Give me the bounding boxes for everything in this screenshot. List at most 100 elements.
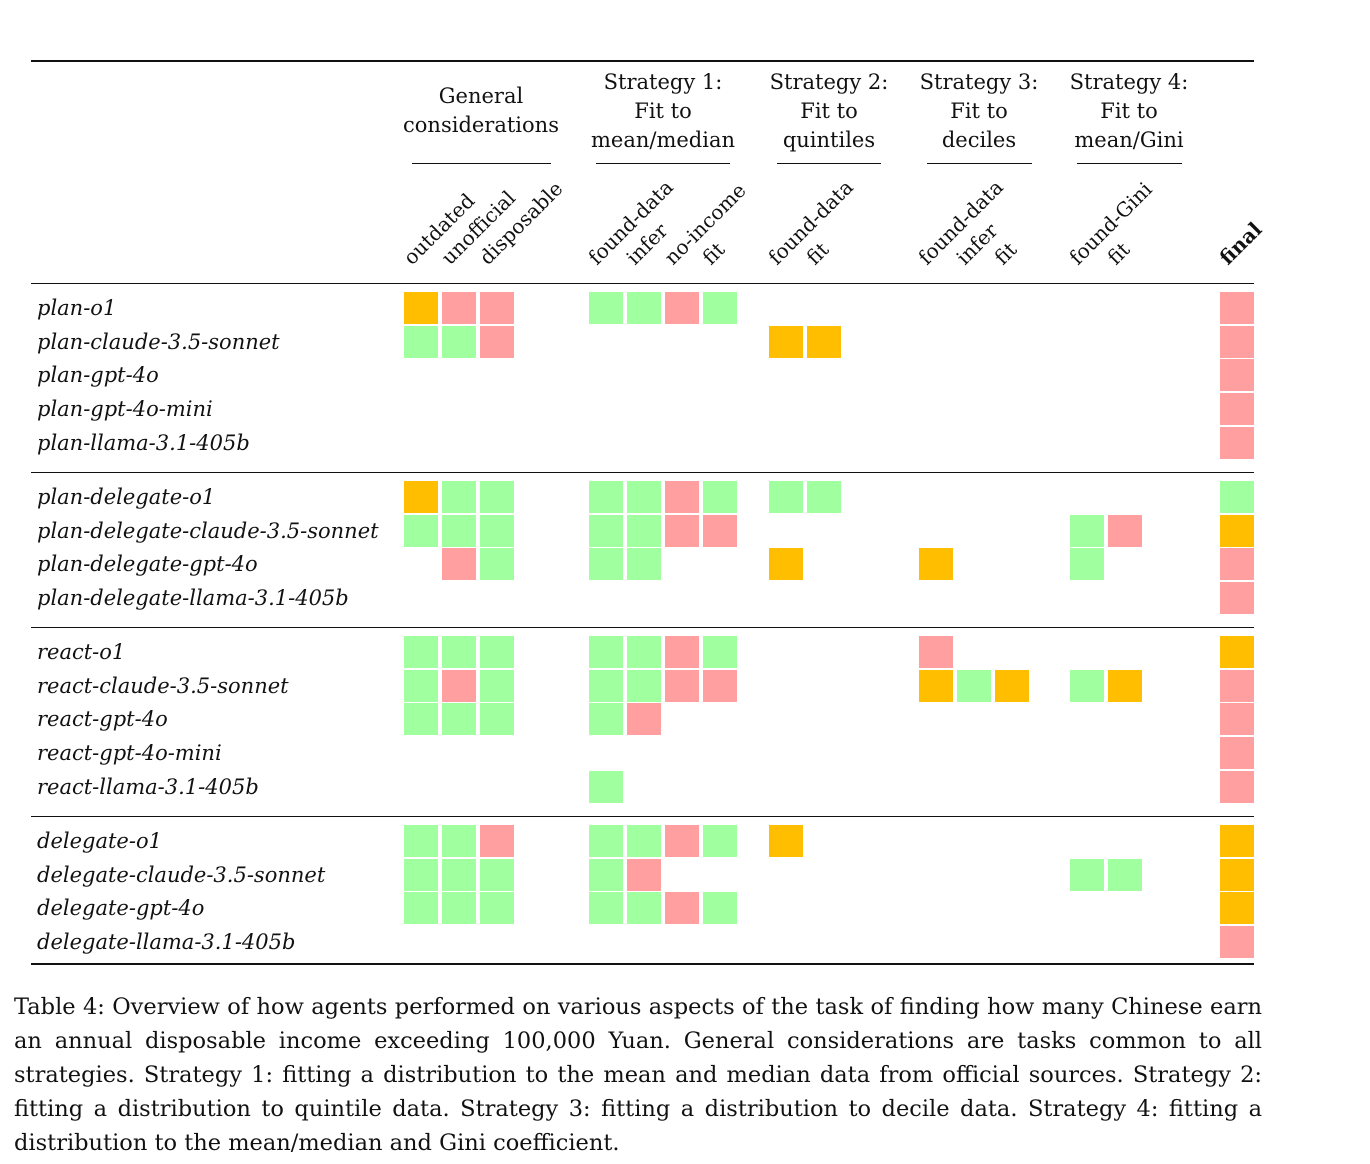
result-cell bbox=[442, 548, 476, 581]
row-label: plan-gpt-4o bbox=[37, 363, 159, 388]
result-cell bbox=[1220, 669, 1254, 702]
result-cell bbox=[807, 325, 841, 358]
result-cell bbox=[1220, 292, 1254, 324]
row-label: delegate-claude-3.5-sonnet bbox=[37, 862, 326, 887]
result-cell bbox=[665, 892, 699, 925]
result-cell bbox=[1220, 636, 1254, 668]
group-header-line: Fit to bbox=[1100, 99, 1158, 123]
result-cell bbox=[1220, 892, 1254, 925]
result-cell bbox=[404, 858, 438, 891]
result-cell bbox=[589, 825, 623, 857]
result-cell bbox=[995, 669, 1029, 702]
table-rule bbox=[31, 472, 1254, 474]
result-cell bbox=[1220, 393, 1254, 426]
result-cell bbox=[442, 292, 476, 324]
table-rule bbox=[31, 627, 1254, 629]
group-header-line: Strategy 1: bbox=[603, 70, 723, 94]
group-header-s2: Strategy 2: Fit to quintiles bbox=[739, 68, 919, 155]
row-label: plan-o1 bbox=[37, 296, 117, 320]
row-label: plan-delegate-claude-3.5-sonnet bbox=[37, 518, 379, 543]
result-cell bbox=[589, 481, 623, 513]
result-cell bbox=[665, 825, 699, 857]
group-underline bbox=[1077, 163, 1182, 165]
result-cell bbox=[442, 703, 476, 736]
table-rule bbox=[31, 963, 1254, 965]
result-cell bbox=[404, 892, 438, 925]
row-label: react-o1 bbox=[37, 640, 126, 664]
result-cell bbox=[1220, 926, 1254, 959]
result-cell bbox=[807, 481, 841, 513]
row-label: plan-delegate-o1 bbox=[37, 485, 216, 509]
result-cell bbox=[442, 636, 476, 668]
group-header-line: Strategy 4: bbox=[1069, 70, 1189, 94]
result-cell bbox=[480, 825, 514, 857]
result-cell bbox=[1220, 514, 1254, 547]
result-cell bbox=[627, 514, 661, 547]
result-cell bbox=[1070, 858, 1104, 891]
result-cell bbox=[665, 669, 699, 702]
result-cell bbox=[589, 514, 623, 547]
result-cell bbox=[627, 636, 661, 668]
result-cell bbox=[404, 669, 438, 702]
group-header-line: quintiles bbox=[782, 128, 876, 152]
result-cell bbox=[627, 858, 661, 891]
result-cell bbox=[1220, 703, 1254, 736]
result-cell bbox=[703, 636, 737, 668]
result-cell bbox=[769, 325, 803, 358]
result-cell bbox=[703, 825, 737, 857]
result-cell bbox=[919, 636, 953, 668]
row-label: plan-gpt-4o-mini bbox=[37, 397, 213, 422]
group-header-line: mean/median bbox=[590, 128, 735, 152]
result-cell bbox=[404, 514, 438, 547]
group-underline bbox=[412, 163, 551, 165]
result-cell bbox=[480, 858, 514, 891]
result-cell bbox=[589, 892, 623, 925]
result-cell bbox=[404, 703, 438, 736]
group-header-s4: Strategy 4: Fit to mean/Gini bbox=[1039, 68, 1219, 155]
result-cell bbox=[1220, 858, 1254, 891]
result-cell bbox=[627, 825, 661, 857]
group-header-line: mean/Gini bbox=[1074, 128, 1184, 152]
row-label: plan-delegate-gpt-4o bbox=[37, 552, 258, 577]
group-header-s3: Strategy 3: Fit to deciles bbox=[889, 68, 1069, 155]
result-cell bbox=[665, 514, 699, 547]
row-label: delegate-gpt-4o bbox=[37, 896, 205, 921]
result-cell bbox=[1220, 825, 1254, 857]
group-underline bbox=[777, 163, 881, 165]
result-cell bbox=[404, 325, 438, 358]
result-cell bbox=[480, 292, 514, 324]
result-cell bbox=[442, 669, 476, 702]
result-cell bbox=[589, 858, 623, 891]
result-cell bbox=[703, 481, 737, 513]
result-cell bbox=[627, 703, 661, 736]
result-cell bbox=[665, 636, 699, 668]
row-label: react-claude-3.5-sonnet bbox=[37, 673, 289, 698]
result-cell bbox=[627, 892, 661, 925]
group-header-line: Fit to bbox=[800, 99, 858, 123]
table-rule bbox=[31, 283, 1254, 285]
result-cell bbox=[442, 825, 476, 857]
result-cell bbox=[589, 703, 623, 736]
column-header-final: final bbox=[1214, 217, 1267, 270]
row-label: plan-llama-3.1-405b bbox=[37, 430, 250, 455]
result-cell bbox=[442, 858, 476, 891]
result-cell bbox=[1220, 325, 1254, 358]
result-cell bbox=[703, 292, 737, 324]
result-cell bbox=[703, 514, 737, 547]
result-cell bbox=[703, 669, 737, 702]
row-label: plan-delegate-llama-3.1-405b bbox=[37, 586, 349, 611]
group-header-line: Fit to bbox=[634, 99, 692, 123]
group-header-line: considerations bbox=[403, 113, 559, 137]
group-header-line: deciles bbox=[941, 128, 1017, 152]
result-cell bbox=[442, 325, 476, 358]
result-cell bbox=[1220, 737, 1254, 770]
result-cell bbox=[480, 669, 514, 702]
result-cell bbox=[919, 669, 953, 702]
result-cell bbox=[1220, 548, 1254, 581]
result-cell bbox=[442, 892, 476, 925]
result-cell bbox=[769, 481, 803, 513]
row-label: delegate-llama-3.1-405b bbox=[37, 930, 296, 955]
result-cell bbox=[404, 481, 438, 513]
group-header-line: Strategy 3: bbox=[919, 70, 1039, 94]
result-cell bbox=[957, 669, 991, 702]
